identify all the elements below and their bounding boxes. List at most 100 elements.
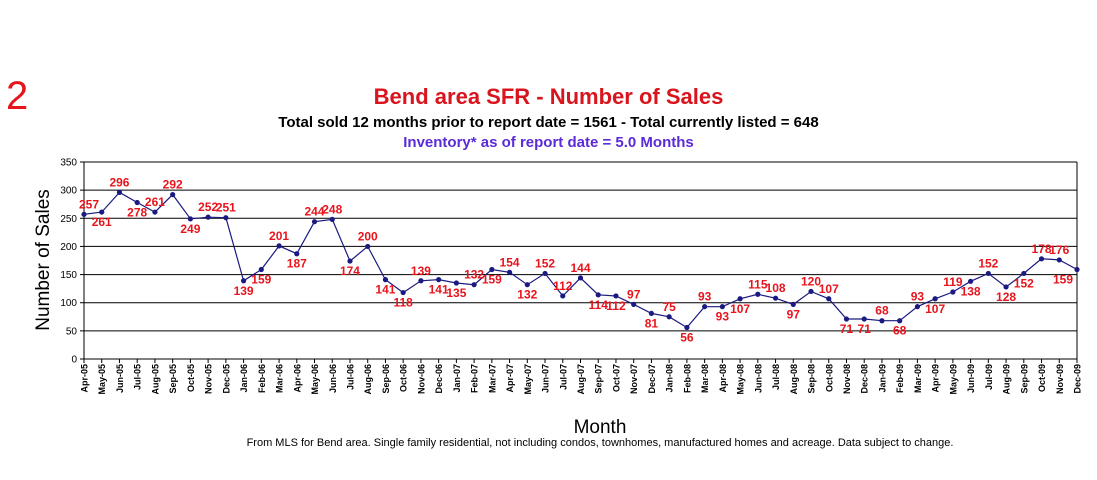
data-point: [311, 219, 318, 225]
data-label: 56: [680, 330, 694, 344]
data-label: 71: [840, 322, 854, 336]
data-label: 261: [92, 215, 112, 229]
x-tick-label: Jan-06: [239, 364, 249, 393]
data-label: 292: [163, 178, 183, 192]
x-tick-label: Sep-08: [807, 364, 817, 394]
data-point: [1056, 257, 1062, 263]
x-tick-label: Nov-05: [204, 364, 214, 394]
data-label: 119: [943, 275, 963, 289]
y-tick-label: 200: [60, 242, 77, 253]
data-label: 249: [180, 222, 200, 236]
x-tick-label: Feb-08: [682, 364, 692, 393]
x-tick-label: Oct-05: [186, 364, 196, 392]
data-point: [471, 282, 477, 288]
data-point: [418, 278, 424, 284]
x-tick-label: Oct-06: [399, 364, 409, 392]
data-label: 107: [925, 302, 945, 316]
data-label: 176: [1049, 243, 1069, 257]
x-tick-label: Nov-07: [629, 364, 639, 394]
data-label: 93: [698, 290, 712, 304]
x-tick-label: Oct-08: [824, 364, 834, 392]
data-labels: 2572612962782612922492522511391592011872…: [79, 175, 1073, 344]
data-point: [560, 293, 566, 299]
x-tick-label: Oct-09: [1037, 364, 1047, 392]
data-label: 128: [996, 290, 1016, 304]
data-label: 174: [340, 264, 360, 278]
footnote: From MLS for Bend area. Single family re…: [246, 437, 954, 449]
data-point: [152, 209, 158, 215]
x-tick-label: May-08: [736, 364, 746, 395]
data-point: [276, 243, 282, 249]
data-point: [577, 275, 584, 281]
y-axis-title: Number of Sales: [33, 189, 54, 331]
x-tick-label: Nov-08: [842, 364, 852, 394]
data-label: 144: [570, 261, 590, 275]
data-label: 107: [730, 302, 750, 316]
data-label: 132: [517, 288, 537, 302]
x-tick-label: Jul-08: [771, 364, 781, 390]
data-label: 112: [606, 299, 626, 313]
data-label: 152: [1014, 276, 1034, 290]
x-tick-label: Nov-09: [1055, 364, 1065, 394]
x-tick-label: Jun-07: [541, 364, 551, 393]
data-point: [613, 293, 619, 299]
data-label: 139: [411, 264, 431, 278]
y-tick-label: 50: [66, 326, 78, 337]
data-label: 118: [393, 296, 413, 310]
data-point: [187, 216, 193, 222]
x-tick-label: Sep-06: [381, 364, 391, 394]
data-label: 139: [234, 284, 254, 298]
x-tick-label: Aug-07: [576, 364, 586, 395]
data-point: [1003, 284, 1009, 290]
data-label: 81: [645, 316, 659, 330]
data-point: [294, 251, 300, 257]
data-point: [879, 318, 885, 324]
x-tick-label: Sep-07: [594, 364, 604, 394]
data-point: [81, 211, 87, 217]
data-point: [968, 278, 974, 284]
data-point: [382, 277, 389, 283]
x-tick-label: Mar-08: [700, 364, 710, 393]
y-tick-label: 0: [71, 355, 77, 366]
data-label: 251: [216, 201, 236, 215]
x-tick-label: Dec-08: [860, 364, 870, 394]
data-label: 93: [911, 290, 925, 304]
x-tick-label: Feb-07: [470, 364, 480, 393]
x-tick-label: Feb-06: [257, 364, 267, 393]
x-tick-label: Apr-08: [718, 364, 728, 393]
data-point: [347, 258, 353, 264]
data-point: [702, 304, 708, 310]
data-point: [631, 301, 637, 308]
data-label: 108: [766, 281, 786, 295]
data-point: [772, 295, 779, 301]
data-label: 97: [627, 287, 641, 301]
data-label: 141: [375, 283, 395, 297]
x-tick-label: Jul-07: [558, 364, 568, 390]
data-point: [258, 266, 264, 273]
data-label: 152: [535, 256, 555, 270]
data-label: 71: [858, 322, 872, 336]
data-point: [524, 282, 530, 288]
y-tick-label: 150: [60, 270, 77, 281]
data-point: [329, 216, 335, 223]
data-label: 112: [553, 279, 573, 293]
data-label: 244: [305, 205, 325, 219]
data-point: [985, 270, 991, 277]
x-tick-label: Apr-06: [292, 364, 302, 393]
axes: [80, 161, 1078, 363]
x-tick-label: Oct-07: [611, 364, 621, 392]
data-point: [1038, 256, 1045, 262]
y-tick-label: 350: [60, 158, 77, 169]
y-tick-label: 100: [60, 298, 77, 309]
x-tick-label: Aug-08: [789, 364, 799, 395]
data-label: 68: [893, 324, 907, 338]
data-point: [240, 278, 247, 284]
data-label: 296: [109, 175, 129, 189]
x-tick-label: Aug-06: [363, 364, 373, 395]
data-point: [453, 280, 459, 286]
data-label: 159: [482, 273, 502, 287]
x-tick-label: May-09: [948, 364, 958, 395]
x-tick-label: Mar-06: [275, 364, 285, 393]
data-label: 261: [145, 195, 165, 209]
